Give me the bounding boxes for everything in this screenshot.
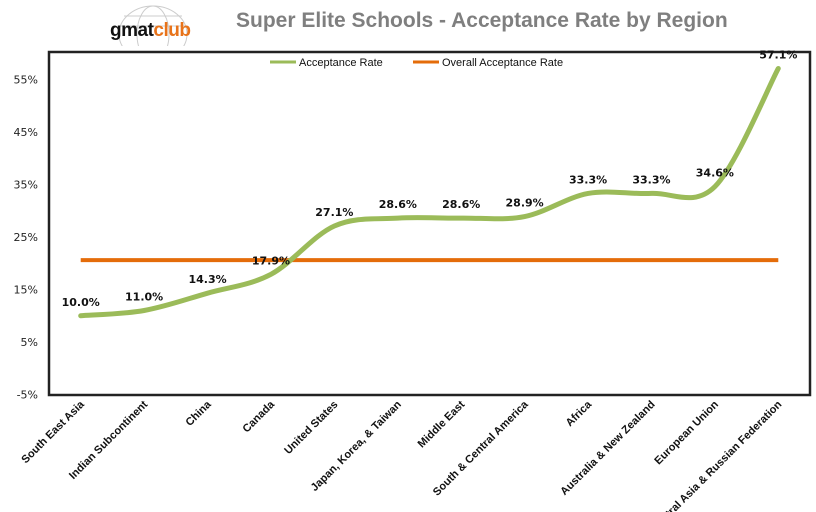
x-tick-label: Canada — [240, 398, 277, 435]
data-label: 28.6% — [442, 198, 480, 211]
y-tick-label: 55% — [14, 74, 38, 87]
data-label: 33.3% — [569, 173, 607, 186]
data-label: 11.0% — [125, 291, 163, 304]
x-tick-label: South East Asia — [19, 398, 87, 466]
y-tick-label: 25% — [14, 231, 38, 244]
plot-area — [47, 50, 812, 397]
data-label: 14.3% — [188, 273, 226, 286]
x-tick-label: European Union — [652, 398, 721, 467]
acceptance-rate-line — [78, 65, 781, 319]
logo-text: gmatclub — [110, 20, 191, 42]
legend-overall-label: Overall Acceptance Rate — [442, 57, 563, 69]
logo-main: gmat — [110, 20, 154, 41]
x-tick-label: Africa — [564, 398, 595, 429]
y-tick-label: 35% — [14, 179, 38, 192]
x-tick-label: United States — [282, 399, 340, 457]
data-label: 10.0% — [62, 296, 100, 309]
globe-icon — [118, 5, 188, 46]
chart-title: Super Elite Schools - Acceptance Rate by… — [236, 9, 728, 32]
y-tick-label: 15% — [14, 284, 38, 297]
x-tick-label: Middle East — [416, 398, 468, 450]
data-label: 57.1% — [759, 48, 797, 61]
logo-accent: club — [153, 20, 191, 41]
x-tick-label: China — [184, 398, 215, 429]
data-label: 27.1% — [315, 206, 353, 219]
y-tick-label: -5% — [17, 389, 38, 402]
y-tick-label: 45% — [14, 126, 38, 139]
gmatclub-logo — [108, 4, 198, 46]
data-label: 17.9% — [252, 254, 290, 267]
data-label: 34.6% — [696, 167, 734, 180]
data-label: 28.9% — [506, 197, 544, 210]
data-label: 33.3% — [632, 173, 670, 186]
legend-acceptance-label: Acceptance Rate — [299, 57, 383, 69]
data-label: 28.6% — [379, 198, 417, 211]
y-tick-label: 5% — [21, 336, 38, 349]
